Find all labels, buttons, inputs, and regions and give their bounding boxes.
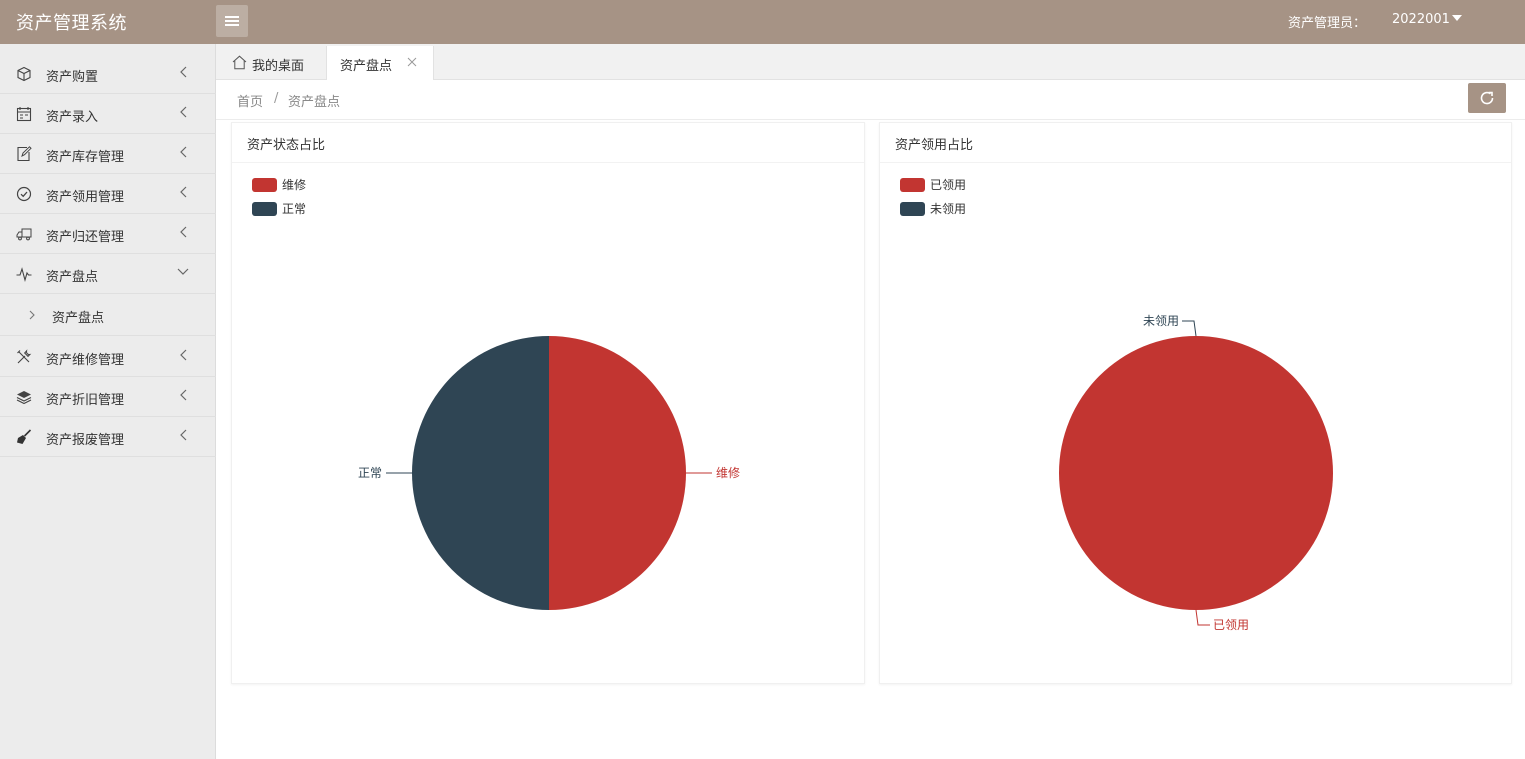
legend-label: 维修 — [282, 178, 307, 192]
sidebar-item-scrap[interactable]: 资产报废管理 — [0, 417, 216, 457]
chevron-right-icon — [29, 310, 35, 320]
sidebar-item-repair[interactable]: 资产维修管理 — [0, 337, 216, 377]
pie-slice-0[interactable] — [549, 336, 686, 610]
sidebar-item-label: 资产维修管理 — [46, 353, 125, 368]
chevron-left-icon — [180, 146, 187, 158]
legend-swatch — [900, 178, 925, 192]
chevron-left-icon — [180, 226, 187, 238]
pie-chart-status: 维修 正常 — [358, 336, 740, 610]
sidebar-item-return[interactable]: 资产归还管理 — [0, 214, 216, 254]
menu-toggle-button[interactable] — [216, 5, 248, 37]
pie-chart-requisition: 已领用 未领用 — [1059, 314, 1333, 632]
legend-swatch — [252, 178, 277, 192]
legend-swatch — [252, 202, 277, 216]
chart-title: 资产领用占比 — [895, 138, 974, 153]
sidebar-subitem-stocktake[interactable]: 资产盘点 — [0, 294, 216, 336]
legend-label: 未领用 — [930, 202, 967, 216]
check-circle-icon — [16, 186, 32, 202]
sidebar-item-label: 资产盘点 — [46, 270, 99, 285]
pie-slice-label: 未领用 — [1143, 314, 1179, 328]
calendar-icon — [16, 107, 32, 122]
tab-bar: 我的桌面 资产盘点 — [216, 44, 1525, 81]
refresh-icon — [1480, 91, 1494, 105]
breadcrumb-current: 资产盘点 — [288, 95, 341, 110]
sidebar-item-requisition[interactable]: 资产领用管理 — [0, 174, 216, 214]
app-title: 资产管理系统 — [16, 13, 127, 34]
refresh-button[interactable] — [1468, 83, 1506, 113]
panel-header: 资产领用占比 — [880, 123, 1511, 163]
sidebar: 资产购置 资产录入 资产库存管理 资产领用管理 资产归还管理 资产盘点 资产盘点… — [0, 44, 216, 759]
sidebar-item-label: 资产领用管理 — [46, 190, 125, 205]
broom-icon — [17, 429, 32, 444]
chevron-left-icon — [180, 389, 187, 401]
sidebar-item-label: 资产归还管理 — [46, 230, 125, 245]
breadcrumb-home[interactable]: 首页 — [237, 95, 264, 110]
legend-label: 已领用 — [930, 178, 967, 192]
pulse-icon — [16, 267, 32, 282]
tab-home-label: 我的桌面 — [252, 59, 305, 74]
user-role-label: 资产管理员： — [1288, 16, 1367, 31]
pie-slice-label: 维修 — [716, 465, 740, 480]
legend-label: 正常 — [282, 202, 307, 216]
layers-icon — [16, 391, 32, 405]
user-menu[interactable]: 2022001 — [1392, 12, 1450, 27]
chart-panel-status: 资产状态占比 维修 正常 维修 正常 — [231, 122, 865, 684]
sidebar-item-inventory[interactable]: 资产库存管理 — [0, 134, 216, 174]
tab-home[interactable]: 我的桌面 — [224, 46, 324, 80]
legend-swatch — [900, 202, 925, 216]
sidebar-item-label: 资产库存管理 — [46, 150, 125, 165]
chevron-left-icon — [180, 429, 187, 441]
chevron-left-icon — [180, 186, 187, 198]
pie-slice-label: 正常 — [358, 466, 382, 480]
home-icon — [232, 55, 247, 70]
breadcrumb-separator: / — [274, 91, 279, 106]
cube-icon — [17, 66, 31, 82]
caret-down-icon[interactable] — [1452, 15, 1462, 21]
tab-stocktake-label: 资产盘点 — [340, 59, 393, 74]
sidebar-item-label: 资产报废管理 — [46, 433, 125, 448]
tools-icon — [17, 349, 32, 364]
pie-label-line — [1195, 609, 1210, 626]
panel-header: 资产状态占比 — [232, 123, 864, 163]
chart-panel-requisition: 资产领用占比 已领用 未领用 已领用 未领用 — [879, 122, 1512, 684]
chevron-left-icon — [180, 349, 187, 361]
sidebar-subitem-label: 资产盘点 — [52, 311, 105, 326]
chart-title: 资产状态占比 — [247, 138, 326, 153]
edit-note-icon — [17, 146, 32, 162]
breadcrumb: 首页 / 资产盘点 — [216, 80, 1525, 120]
chevron-left-icon — [180, 66, 187, 78]
sidebar-item-label: 资产折旧管理 — [46, 393, 125, 408]
sidebar-item-entry[interactable]: 资产录入 — [0, 94, 216, 134]
close-icon[interactable] — [407, 57, 417, 67]
sidebar-item-depreciation[interactable]: 资产折旧管理 — [0, 377, 216, 417]
chevron-left-icon — [180, 106, 187, 118]
pie-slice-0[interactable] — [1059, 336, 1333, 610]
sidebar-item-label: 资产购置 — [46, 70, 99, 85]
chevron-down-icon — [177, 268, 189, 275]
pie-slice-label: 已领用 — [1213, 618, 1249, 632]
top-header: 资产管理系统 资产管理员： 2022001 — [0, 0, 1525, 44]
tab-stocktake[interactable]: 资产盘点 — [326, 46, 434, 81]
sidebar-item-stocktake[interactable]: 资产盘点 — [0, 254, 216, 294]
sidebar-item-label: 资产录入 — [46, 110, 99, 125]
pie-slice-1[interactable] — [412, 336, 549, 610]
pie-label-line — [1182, 320, 1197, 337]
sidebar-item-purchase[interactable]: 资产购置 — [0, 54, 216, 94]
truck-icon — [16, 228, 32, 241]
